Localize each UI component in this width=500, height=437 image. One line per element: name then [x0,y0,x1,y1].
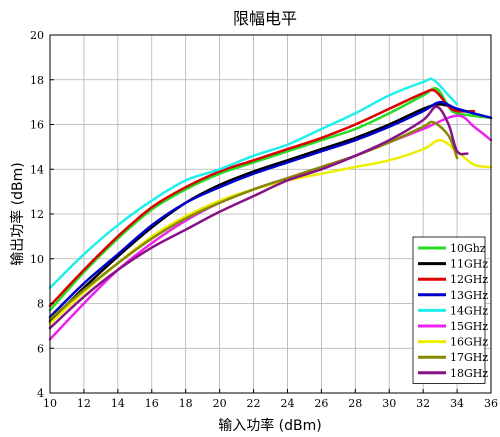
y-axis-label: 输出功率 (dBm) [9,162,26,266]
x-tick-label: 12 [77,397,91,410]
y-tick-label: 4 [37,387,44,400]
y-tick-label: 20 [30,29,44,42]
legend-label: 17GHz [450,351,488,364]
legend-label: 15GHz [450,320,488,333]
series-line-11ghz [48,103,476,323]
x-tick-label: 10 [43,397,57,410]
legend-label: 13GHz [450,289,488,302]
x-tick-label: 18 [179,397,193,410]
x-tick-label: 14 [111,397,125,410]
series-line-14ghz [48,77,459,290]
y-tick-label: 14 [30,163,44,176]
y-tick-label: 8 [37,298,44,311]
y-tick-label: 16 [30,119,44,132]
x-tick-label: 30 [382,397,396,410]
series-line-17ghz [48,120,459,321]
x-tick-label: 26 [314,397,328,410]
x-tick-label: 20 [213,397,227,410]
axis-ticks: 10 12 14 16 18 20 22 24 26 28 30 32 34 36 4 6 8 10 12 14 16 1… [30,29,498,410]
y-tick-label: 18 [30,74,44,87]
series-line-18ghz [48,105,469,330]
x-axis-label: 输入功率 (dBm) [218,417,322,434]
x-tick-label: 16 [145,397,159,410]
legend-label: 14GHz [450,304,488,317]
x-tick-label: 34 [450,397,464,410]
legend-label: 11GHz [450,258,488,271]
x-tick-label: 28 [348,397,362,410]
series-line-12ghz [48,88,476,307]
series-line-13ghz [48,100,493,319]
x-tick-label: 32 [416,397,430,410]
series-line-10ghz [48,87,493,312]
y-tick-label: 10 [30,253,44,266]
x-tick-label: 22 [247,397,261,410]
legend-label: 12GHz [450,273,488,286]
chart-title: 限幅电平 [233,9,297,28]
series-layer [48,77,493,341]
legend-label: 18GHz [450,367,488,380]
y-tick-label: 6 [37,342,44,355]
y-tick-label: 12 [30,208,44,221]
legend-label: 16GHz [450,336,488,349]
legend: 10Ghz 11GHz 12GHz 13GHz 14GHz 15GHz 16GHz 17GHz… [412,236,488,384]
legend-label: 10Ghz [450,242,486,255]
x-tick-label: 36 [484,397,498,410]
x-tick-label: 24 [280,397,294,410]
